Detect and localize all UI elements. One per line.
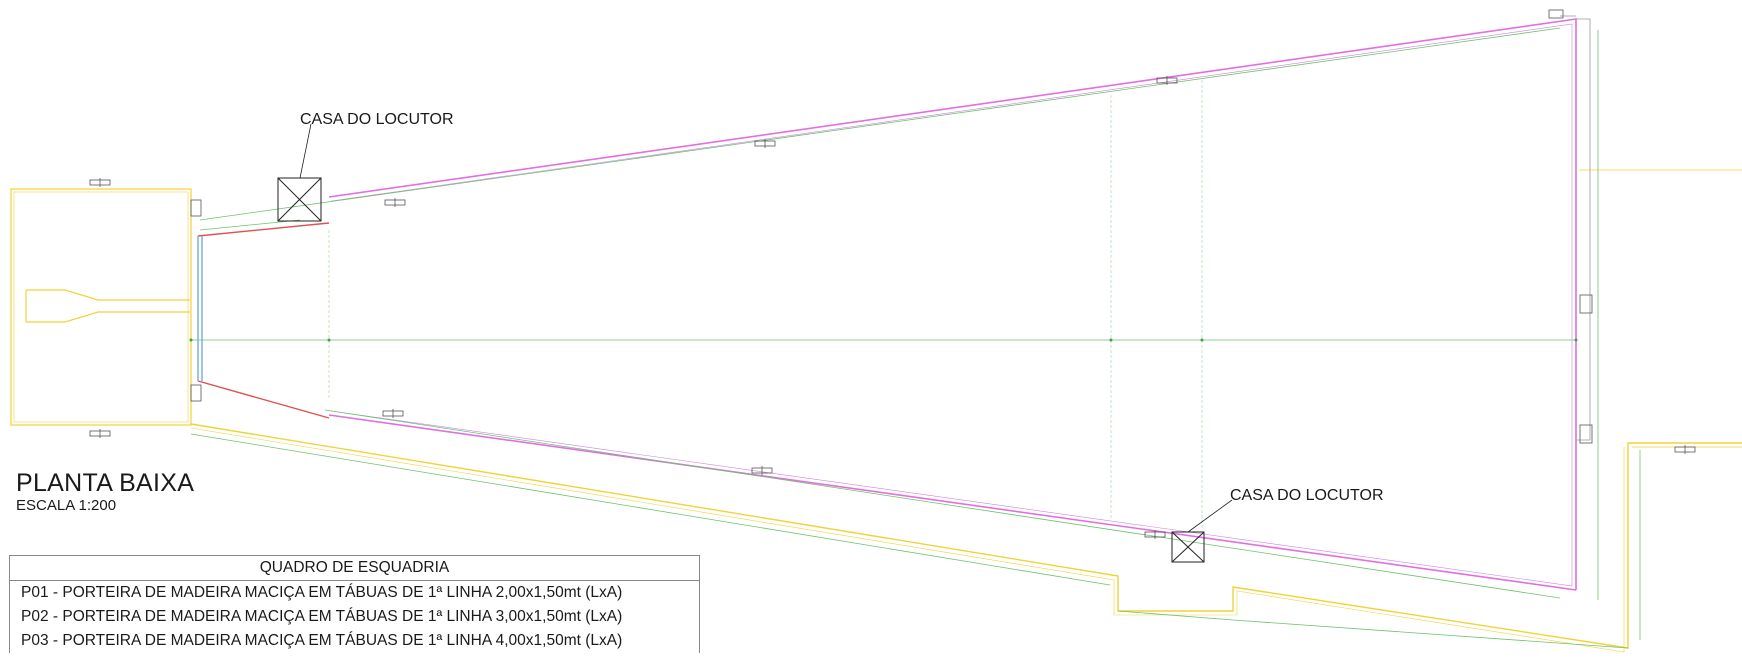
door-schedule-row: P02 - PORTEIRA DE MADEIRA MACIÇA EM TÁBU… xyxy=(21,608,623,625)
drawing-title: PLANTA BAIXA xyxy=(16,469,195,497)
dimension-lines xyxy=(190,27,1641,649)
booth-top xyxy=(277,123,322,222)
booth-bottom-label: CASA DO LOCUTOR xyxy=(1230,487,1384,504)
door-schedule-row: P03 - PORTEIRA DE MADEIRA MACIÇA EM TÁBU… xyxy=(21,632,623,649)
arena-walls xyxy=(328,18,1577,591)
door-schedule-row: P01 - PORTEIRA DE MADEIRA MACIÇA EM TÁBU… xyxy=(21,584,623,601)
entry-gate xyxy=(197,236,203,381)
arena-structure xyxy=(1560,15,1591,441)
booth-top-label: CASA DO LOCUTOR xyxy=(300,111,454,128)
left-pen xyxy=(10,188,192,426)
dimension-ticks xyxy=(189,338,1578,342)
door-symbols xyxy=(89,9,1696,539)
drawing-title-block: PLANTA BAIXA ESCALA 1:200 xyxy=(16,469,195,515)
door-schedule-header: QUADRO DE ESQUADRIA xyxy=(10,556,699,581)
drawing-scale: ESCALA 1:200 xyxy=(16,497,117,514)
booth-bottom xyxy=(1171,499,1233,563)
door-schedule-table: QUADRO DE ESQUADRIA P01 - PORTEIRA DE MA… xyxy=(9,555,700,653)
gate-walls xyxy=(197,222,330,419)
